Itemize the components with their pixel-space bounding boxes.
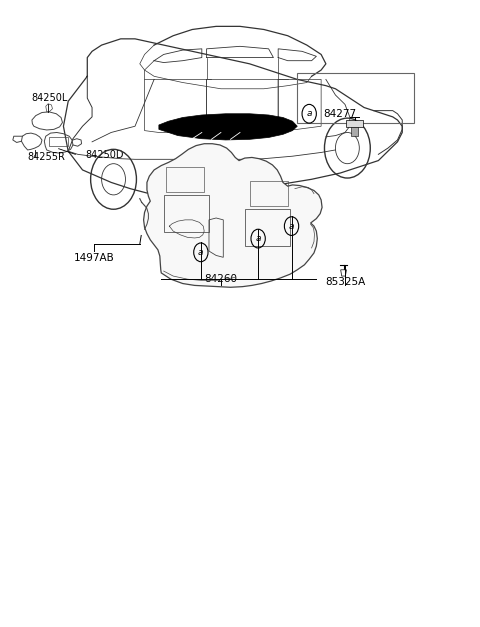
Text: 84277: 84277 xyxy=(324,108,357,119)
Bar xyxy=(49,137,68,146)
Text: 85325A: 85325A xyxy=(325,277,365,287)
Text: 84250L: 84250L xyxy=(31,93,67,103)
Text: a: a xyxy=(289,221,294,231)
Text: 84255R: 84255R xyxy=(28,152,65,162)
Text: a: a xyxy=(306,109,312,119)
Text: 84260: 84260 xyxy=(204,274,238,284)
Text: a: a xyxy=(198,248,204,257)
Polygon shape xyxy=(346,120,363,127)
Bar xyxy=(245,209,290,246)
Text: a: a xyxy=(255,234,261,243)
Polygon shape xyxy=(341,270,347,276)
Polygon shape xyxy=(351,127,359,135)
Polygon shape xyxy=(159,113,297,140)
Bar xyxy=(166,167,204,192)
Text: 1497AB: 1497AB xyxy=(74,253,115,263)
Polygon shape xyxy=(144,144,322,287)
Bar xyxy=(164,195,209,233)
Bar xyxy=(297,73,414,123)
Bar xyxy=(250,181,288,206)
Text: 84250D: 84250D xyxy=(85,150,123,160)
